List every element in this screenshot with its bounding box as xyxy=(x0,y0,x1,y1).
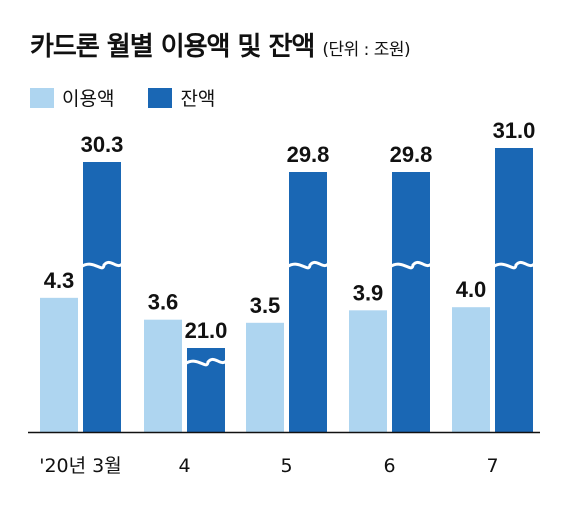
x-tick-label: 6 xyxy=(383,455,395,477)
legend-label-usage: 이용액 xyxy=(62,88,115,110)
usage-bar xyxy=(452,307,490,432)
usage-bar xyxy=(144,319,182,432)
usage-value-label: 3.5 xyxy=(250,293,281,318)
balance-bar xyxy=(83,162,121,432)
axis-break-mark xyxy=(492,260,537,270)
balance-value-label: 29.8 xyxy=(287,142,330,167)
usage-bar xyxy=(246,322,284,432)
unit-label: (단위 : 조원) xyxy=(322,40,411,60)
title-row: 카드론 월별 이용액 및 잔액 (단위 : 조원) xyxy=(30,26,411,63)
balance-bar xyxy=(289,172,327,432)
balance-value-label: 21.0 xyxy=(185,318,228,343)
balance-value-label: 31.0 xyxy=(493,118,536,143)
axis-break-mark xyxy=(389,260,434,270)
legend: 이용액 잔액 xyxy=(30,84,249,111)
balance-bar xyxy=(495,148,533,432)
x-tick-label: 5 xyxy=(280,455,292,477)
balance-value-label: 29.8 xyxy=(390,142,433,167)
chart-title: 카드론 월별 이용액 및 잔액 xyxy=(30,32,315,62)
x-tick-label: 7 xyxy=(486,455,498,477)
legend-label-balance: 잔액 xyxy=(180,88,216,110)
usage-value-label: 3.9 xyxy=(353,280,384,305)
balance-value-label: 30.3 xyxy=(81,132,124,157)
balance-bar xyxy=(392,172,430,432)
x-tick-label: 4 xyxy=(178,455,190,477)
x-tick-label: '20년 3월 xyxy=(39,455,122,477)
axis-break-mark xyxy=(80,260,125,270)
axis-break-mark xyxy=(286,260,331,270)
usage-value-label: 4.3 xyxy=(44,268,75,293)
legend-swatch-usage xyxy=(30,87,54,108)
usage-value-label: 3.6 xyxy=(148,290,179,315)
usage-bar xyxy=(40,297,78,432)
legend-item-balance: 잔액 xyxy=(148,84,215,111)
axis-break-mark xyxy=(184,357,229,367)
legend-item-usage: 이용액 xyxy=(30,84,114,111)
legend-swatch-balance xyxy=(148,87,173,108)
usage-bar xyxy=(349,310,387,432)
usage-value-label: 4.0 xyxy=(456,277,487,302)
